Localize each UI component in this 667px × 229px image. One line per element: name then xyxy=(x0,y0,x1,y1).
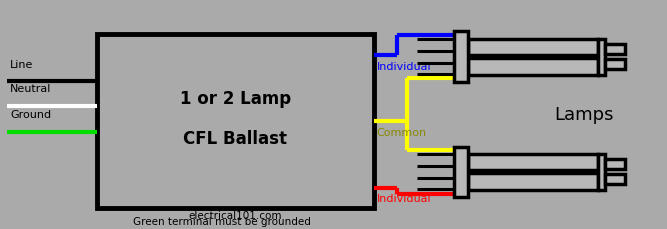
Text: Lamps: Lamps xyxy=(554,106,614,123)
Bar xyxy=(468,154,598,170)
Text: Common: Common xyxy=(377,128,427,138)
Bar xyxy=(598,39,605,75)
Text: 1 or 2 Lamp: 1 or 2 Lamp xyxy=(179,90,291,108)
Text: Individual: Individual xyxy=(377,62,432,72)
Text: Line: Line xyxy=(10,60,33,70)
Bar xyxy=(468,58,598,75)
Bar xyxy=(605,59,625,69)
Text: electrical101.com: electrical101.com xyxy=(188,211,282,221)
Text: Ground: Ground xyxy=(10,110,51,120)
Bar xyxy=(454,32,468,82)
Bar xyxy=(454,147,468,197)
Bar xyxy=(598,154,605,190)
Text: Green terminal must be grounded: Green terminal must be grounded xyxy=(133,217,311,227)
Bar xyxy=(605,44,625,55)
Text: Neutral: Neutral xyxy=(10,84,51,94)
Text: CFL Ballast: CFL Ballast xyxy=(183,130,287,148)
Bar xyxy=(97,34,374,208)
Text: Individual: Individual xyxy=(377,194,432,204)
Bar xyxy=(605,159,625,169)
Bar xyxy=(468,173,598,190)
Bar xyxy=(468,39,598,55)
Bar xyxy=(605,174,625,184)
